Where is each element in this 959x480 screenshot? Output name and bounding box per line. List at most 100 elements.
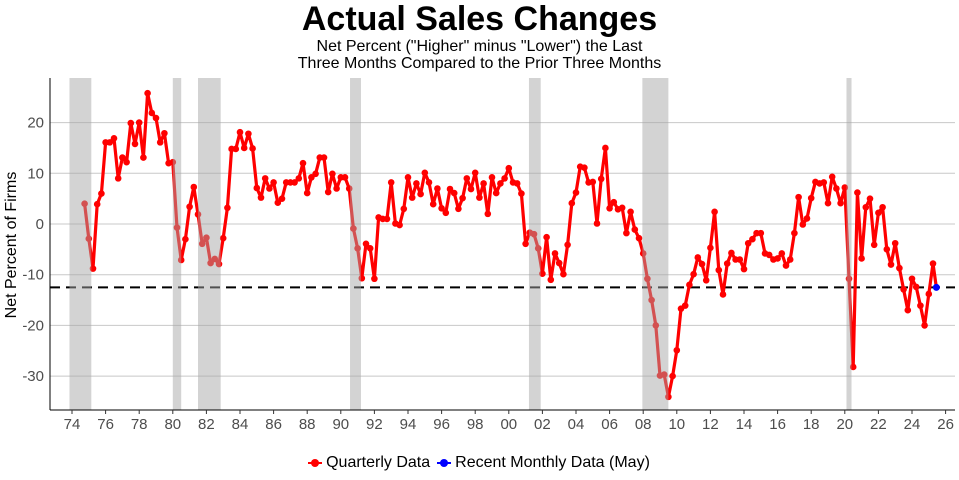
- quarterly-data-point: [736, 256, 744, 263]
- quarterly-data-point: [547, 276, 555, 284]
- recession-band: [350, 78, 361, 410]
- quarterly-data-point: [908, 275, 916, 283]
- x-tick-label: 80: [164, 416, 181, 433]
- chart-subtitle-line-2: Three Months Compared to the Prior Three…: [297, 55, 662, 72]
- quarterly-data-point: [182, 235, 189, 243]
- quarterly-data-point: [560, 270, 567, 278]
- quarterly-data-point: [568, 199, 576, 207]
- quarterly-data-point: [245, 130, 252, 138]
- quarterly-data-point: [639, 250, 647, 257]
- quarterly-data-point: [828, 173, 836, 181]
- recession-band: [172, 78, 182, 410]
- quarterly-data-point: [513, 180, 521, 187]
- quarterly-data-point: [190, 183, 198, 191]
- quarterly-data-point: [707, 244, 714, 252]
- quarterly-data-point: [299, 159, 307, 167]
- quarterly-data-point: [665, 393, 672, 401]
- quarterly-data-point: [81, 200, 88, 208]
- quarterly-data-point: [396, 221, 403, 229]
- quarterly-data-point: [480, 180, 487, 187]
- quarterly-data-point: [606, 204, 613, 212]
- x-tick-label: 12: [702, 416, 719, 433]
- quarterly-data-point: [702, 276, 710, 284]
- x-tick-label: 16: [769, 416, 786, 433]
- quarterly-data-point: [749, 235, 756, 243]
- quarterly-data-point: [841, 184, 849, 191]
- quarterly-data-point: [484, 210, 492, 218]
- quarterly-data-point: [807, 194, 815, 202]
- x-tick-label: 96: [433, 416, 450, 433]
- quarterly-data-point: [295, 175, 303, 182]
- quarterly-data-point: [455, 205, 462, 213]
- quarterly-data-point: [219, 234, 227, 242]
- x-tick-label: 00: [500, 416, 517, 433]
- quarterly-data-point: [505, 164, 513, 172]
- quarterly-data-point: [383, 215, 391, 223]
- quarterly-data-point: [786, 256, 794, 263]
- quarterly-data-point: [98, 190, 105, 197]
- quarterly-data-point: [387, 179, 395, 186]
- quarterly-data-point: [799, 221, 807, 228]
- quarterly-data-point: [849, 363, 857, 371]
- quarterly-data-point: [518, 190, 525, 197]
- quarterly-data-point: [207, 259, 214, 267]
- quarterly-data-point: [572, 189, 580, 196]
- quarterly-data-point: [467, 185, 475, 193]
- quarterly-data-point: [648, 296, 655, 304]
- quarterly-data-point: [362, 240, 370, 248]
- recession-band: [642, 78, 669, 410]
- recession-band: [528, 78, 541, 410]
- quarterly-data-point: [156, 139, 164, 146]
- quarterly-data-point: [89, 265, 97, 272]
- quarterly-data-point: [854, 189, 861, 196]
- quarterly-data-point: [140, 154, 147, 161]
- chart-title: Actual Sales Changes: [301, 0, 658, 38]
- quarterly-data-point: [261, 175, 269, 182]
- legend-item-quarterly: Quarterly Data: [307, 454, 430, 472]
- recession-band: [198, 78, 221, 410]
- x-tick-label: 14: [736, 416, 753, 433]
- quarterly-data-point: [354, 245, 361, 252]
- quarterly-data-point: [866, 195, 874, 202]
- quarterly-data-point: [413, 180, 420, 187]
- quarterly-data-point: [900, 286, 907, 293]
- quarterly-data-point: [127, 119, 135, 127]
- quarterly-data-point: [610, 198, 618, 206]
- quarterly-data-point: [85, 235, 93, 243]
- x-tick-label: 90: [332, 416, 349, 433]
- quarterly-data-point: [820, 179, 828, 186]
- legend-label-quarterly: Quarterly Data: [326, 454, 431, 471]
- y-tick-label: 10: [27, 165, 44, 182]
- x-tick-label: 18: [803, 416, 820, 433]
- quarterly-data-point: [232, 145, 240, 153]
- x-tick-label: 88: [299, 416, 316, 433]
- quarterly-data-point: [215, 260, 223, 268]
- quarterly-data-point: [169, 158, 177, 166]
- quarterly-data-point: [438, 204, 445, 212]
- quarterly-data-point: [635, 234, 643, 242]
- quarterly-data-point: [522, 240, 529, 248]
- quarterly-data-point: [824, 199, 832, 207]
- quarterly-data-point: [845, 275, 853, 283]
- quarterly-data-point: [627, 208, 634, 216]
- quarterly-data-point: [782, 262, 790, 269]
- quarterly-data-point: [425, 179, 433, 186]
- quarterly-data-point: [257, 194, 265, 201]
- quarterly-data-point: [925, 290, 933, 298]
- quarterly-data-point: [543, 233, 550, 241]
- quarterly-data-point: [744, 239, 752, 247]
- quarterly-data-point: [539, 270, 546, 277]
- x-tick-label: 20: [836, 416, 853, 433]
- quarterly-data-point: [253, 184, 261, 192]
- quarterly-data-point: [501, 175, 508, 182]
- quarterly-data-point: [497, 180, 504, 187]
- quarterly-data-point: [106, 139, 114, 146]
- x-tick-label: 92: [366, 416, 383, 433]
- quarterly-series-line: [83, 91, 938, 399]
- x-tick-label: 74: [64, 416, 81, 433]
- quarterly-data-point: [912, 283, 920, 291]
- quarterly-data-point: [278, 195, 286, 202]
- x-tick-label: 08: [635, 416, 652, 433]
- quarterly-data-point: [177, 256, 185, 264]
